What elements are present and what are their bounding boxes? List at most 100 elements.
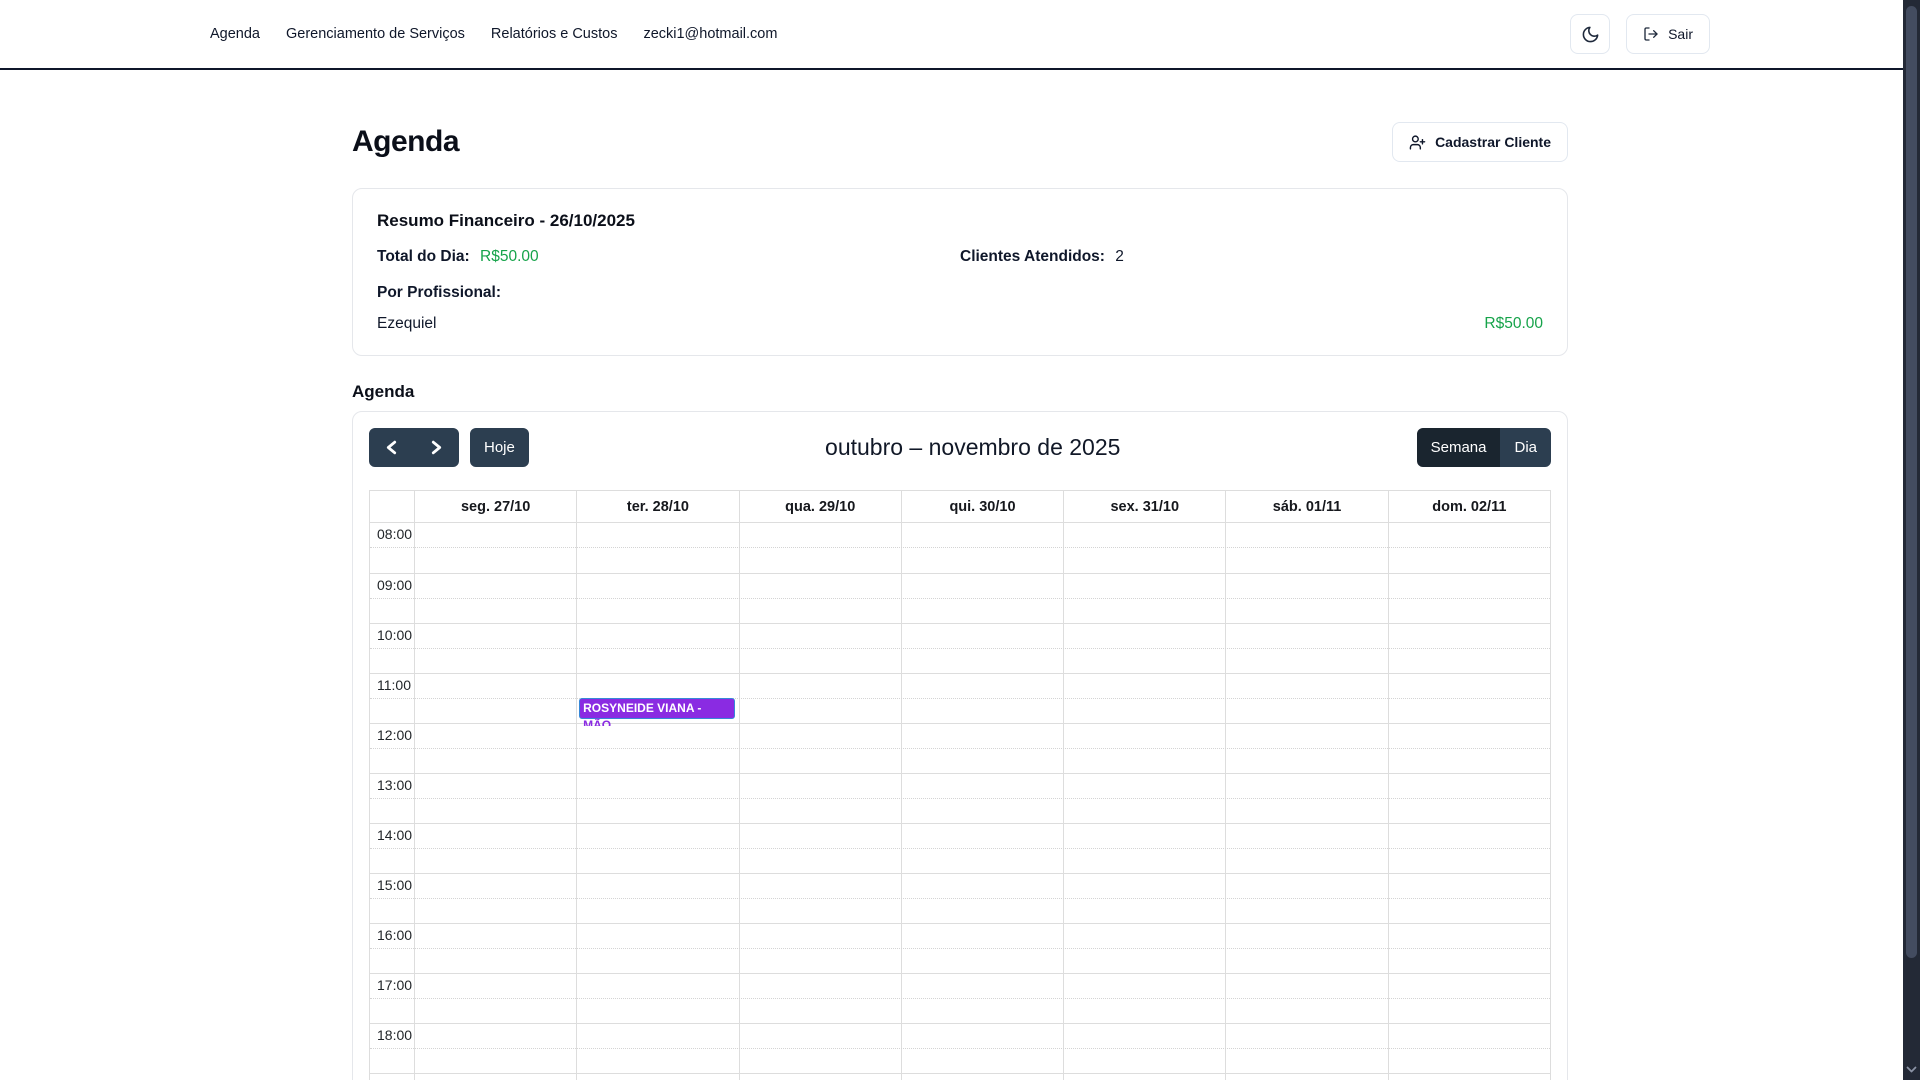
day-cell[interactable] bbox=[740, 824, 902, 873]
logout-button[interactable]: Sair bbox=[1626, 14, 1710, 54]
day-cell[interactable] bbox=[902, 624, 1065, 673]
nav-link-2[interactable]: Gerenciamento de Serviços bbox=[286, 26, 465, 42]
day-cell[interactable] bbox=[1389, 1024, 1550, 1073]
day-cell[interactable] bbox=[902, 774, 1065, 823]
day-cell[interactable] bbox=[1389, 574, 1550, 623]
day-cell[interactable] bbox=[902, 1074, 1065, 1080]
day-cell[interactable] bbox=[577, 924, 740, 973]
day-cell[interactable] bbox=[577, 523, 740, 573]
day-cell[interactable] bbox=[740, 574, 902, 623]
day-cell[interactable] bbox=[740, 523, 902, 573]
day-cell[interactable] bbox=[1389, 874, 1550, 923]
scroll-down-arrow[interactable] bbox=[1903, 1066, 1920, 1073]
day-cell[interactable] bbox=[902, 974, 1065, 1023]
day-cell[interactable] bbox=[577, 1074, 740, 1080]
day-cell[interactable] bbox=[740, 1074, 902, 1080]
day-cell[interactable] bbox=[577, 724, 740, 773]
day-cell[interactable] bbox=[415, 774, 578, 823]
day-cell[interactable] bbox=[902, 674, 1065, 723]
day-cell[interactable] bbox=[902, 924, 1065, 973]
prev-button[interactable] bbox=[369, 428, 414, 467]
day-cell[interactable] bbox=[415, 674, 578, 723]
day-cell[interactable] bbox=[1064, 874, 1227, 923]
day-cell[interactable] bbox=[902, 724, 1065, 773]
day-cell[interactable] bbox=[1226, 1074, 1389, 1080]
next-button[interactable] bbox=[414, 428, 459, 467]
day-cell[interactable] bbox=[577, 574, 740, 623]
day-cell[interactable] bbox=[1226, 824, 1389, 873]
day-cell[interactable] bbox=[740, 724, 902, 773]
day-cell[interactable] bbox=[902, 824, 1065, 873]
day-cell[interactable] bbox=[1389, 774, 1550, 823]
register-client-button[interactable]: Cadastrar Cliente bbox=[1392, 122, 1568, 162]
day-cell[interactable] bbox=[577, 774, 740, 823]
day-cell[interactable] bbox=[740, 1024, 902, 1073]
day-cell[interactable] bbox=[740, 674, 902, 723]
day-cell[interactable] bbox=[1064, 724, 1227, 773]
day-cell[interactable] bbox=[415, 574, 578, 623]
day-cell[interactable] bbox=[1389, 674, 1550, 723]
day-cell[interactable] bbox=[415, 523, 578, 573]
day-cell[interactable] bbox=[902, 1024, 1065, 1073]
day-cell[interactable] bbox=[902, 574, 1065, 623]
vertical-scrollbar[interactable] bbox=[1903, 0, 1920, 1080]
day-cell[interactable] bbox=[415, 624, 578, 673]
day-cell[interactable] bbox=[1389, 924, 1550, 973]
day-cell[interactable] bbox=[1064, 1024, 1227, 1073]
day-cell[interactable] bbox=[1389, 523, 1550, 573]
day-cell[interactable] bbox=[1226, 523, 1389, 573]
day-cell[interactable] bbox=[740, 924, 902, 973]
total-day-value: R$50.00 bbox=[480, 248, 539, 265]
day-cell[interactable] bbox=[1226, 624, 1389, 673]
day-cell[interactable] bbox=[1226, 924, 1389, 973]
day-cell[interactable] bbox=[740, 624, 902, 673]
day-cell[interactable] bbox=[902, 874, 1065, 923]
day-cell[interactable] bbox=[1064, 974, 1227, 1023]
day-cell[interactable] bbox=[415, 974, 578, 1023]
day-cell[interactable] bbox=[1389, 824, 1550, 873]
day-cell[interactable] bbox=[1064, 674, 1227, 723]
view-day-button[interactable]: Dia bbox=[1500, 428, 1551, 467]
day-cell[interactable] bbox=[1064, 523, 1227, 573]
day-cell[interactable] bbox=[1226, 874, 1389, 923]
today-button[interactable]: Hoje bbox=[470, 428, 529, 467]
day-cell[interactable] bbox=[1226, 774, 1389, 823]
day-cell[interactable] bbox=[577, 1024, 740, 1073]
day-cell[interactable] bbox=[1389, 624, 1550, 673]
view-week-button[interactable]: Semana bbox=[1416, 428, 1501, 467]
day-cell[interactable] bbox=[415, 924, 578, 973]
day-cell[interactable] bbox=[1064, 624, 1227, 673]
day-cell[interactable] bbox=[1064, 1074, 1227, 1080]
day-cell[interactable] bbox=[1064, 774, 1227, 823]
day-cell[interactable] bbox=[1226, 674, 1389, 723]
scrollbar-thumb[interactable] bbox=[1906, 6, 1917, 958]
day-cell[interactable] bbox=[1064, 924, 1227, 973]
day-cell[interactable] bbox=[740, 874, 902, 923]
day-cell[interactable] bbox=[577, 624, 740, 673]
calendar-event[interactable]: ROSYNEIDE VIANA - MÃO bbox=[579, 698, 736, 726]
day-cell[interactable] bbox=[1226, 1024, 1389, 1073]
day-cell[interactable] bbox=[577, 824, 740, 873]
day-cell[interactable] bbox=[415, 724, 578, 773]
day-cell[interactable] bbox=[740, 974, 902, 1023]
day-cell[interactable] bbox=[1389, 1074, 1550, 1080]
day-cell[interactable] bbox=[1226, 574, 1389, 623]
day-cell[interactable] bbox=[1226, 724, 1389, 773]
day-cell[interactable] bbox=[1389, 974, 1550, 1023]
time-row: 10:00 bbox=[370, 623, 1550, 673]
nav-link-3[interactable]: Relatórios e Custos bbox=[490, 26, 618, 42]
theme-toggle-button[interactable] bbox=[1570, 14, 1611, 54]
day-cell[interactable] bbox=[415, 1074, 578, 1080]
day-cell[interactable] bbox=[740, 774, 902, 823]
day-cell[interactable] bbox=[1389, 724, 1550, 773]
day-cell[interactable] bbox=[415, 874, 578, 923]
day-cell[interactable] bbox=[1064, 824, 1227, 873]
day-cell[interactable] bbox=[577, 874, 740, 923]
day-cell[interactable] bbox=[1064, 574, 1227, 623]
day-cell[interactable] bbox=[415, 824, 578, 873]
day-cell[interactable] bbox=[902, 523, 1065, 573]
day-cell[interactable] bbox=[1226, 974, 1389, 1023]
day-cell[interactable] bbox=[577, 974, 740, 1023]
day-cell[interactable] bbox=[415, 1024, 578, 1073]
nav-link-1[interactable]: Agenda bbox=[210, 26, 260, 42]
